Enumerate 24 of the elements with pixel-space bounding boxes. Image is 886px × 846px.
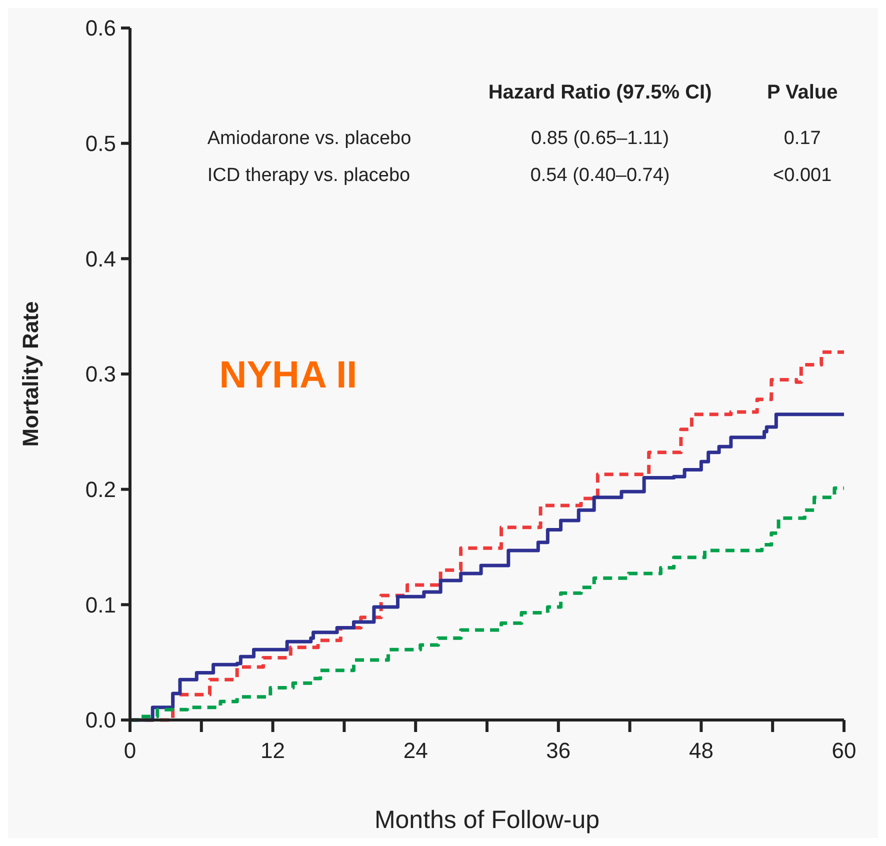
annotation: 0.17 [784,128,821,150]
x-tick-label: 24 [403,738,428,763]
x-tick-label: 48 [688,738,714,763]
y-axis-title: Mortality Rate [18,301,43,447]
annotation: 0.54 (0.40–0.74) [530,165,670,186]
y-tick-label: 0.6 [85,16,116,41]
annotation: 0.85 (0.65–1.11) [531,128,670,150]
annotation: Hazard Ratio (97.5% CI) [488,81,712,104]
y-tick-label: 0.1 [85,592,116,618]
x-tick-label: 0 [124,738,136,763]
y-tick-label: 0.2 [85,477,116,502]
annotation: P Value [766,81,838,104]
y-tick-label: 0.3 [85,362,116,387]
y-tick-label: 0.5 [85,131,116,156]
x-tick-label: 36 [546,738,571,763]
y-tick-label: 0.4 [85,246,116,272]
x-axis-title: Months of Follow-up [374,806,600,834]
y-tick-label: 0.0 [85,708,116,733]
annotation: <0.001 [773,165,832,186]
x-tick-label: 60 [832,738,856,763]
annotation: Amiodarone vs. placebo [207,128,412,150]
annotation: ICD therapy vs. placebo [207,165,410,186]
x-tick-label: 12 [260,738,286,763]
annotation: NYHA II [219,354,358,396]
